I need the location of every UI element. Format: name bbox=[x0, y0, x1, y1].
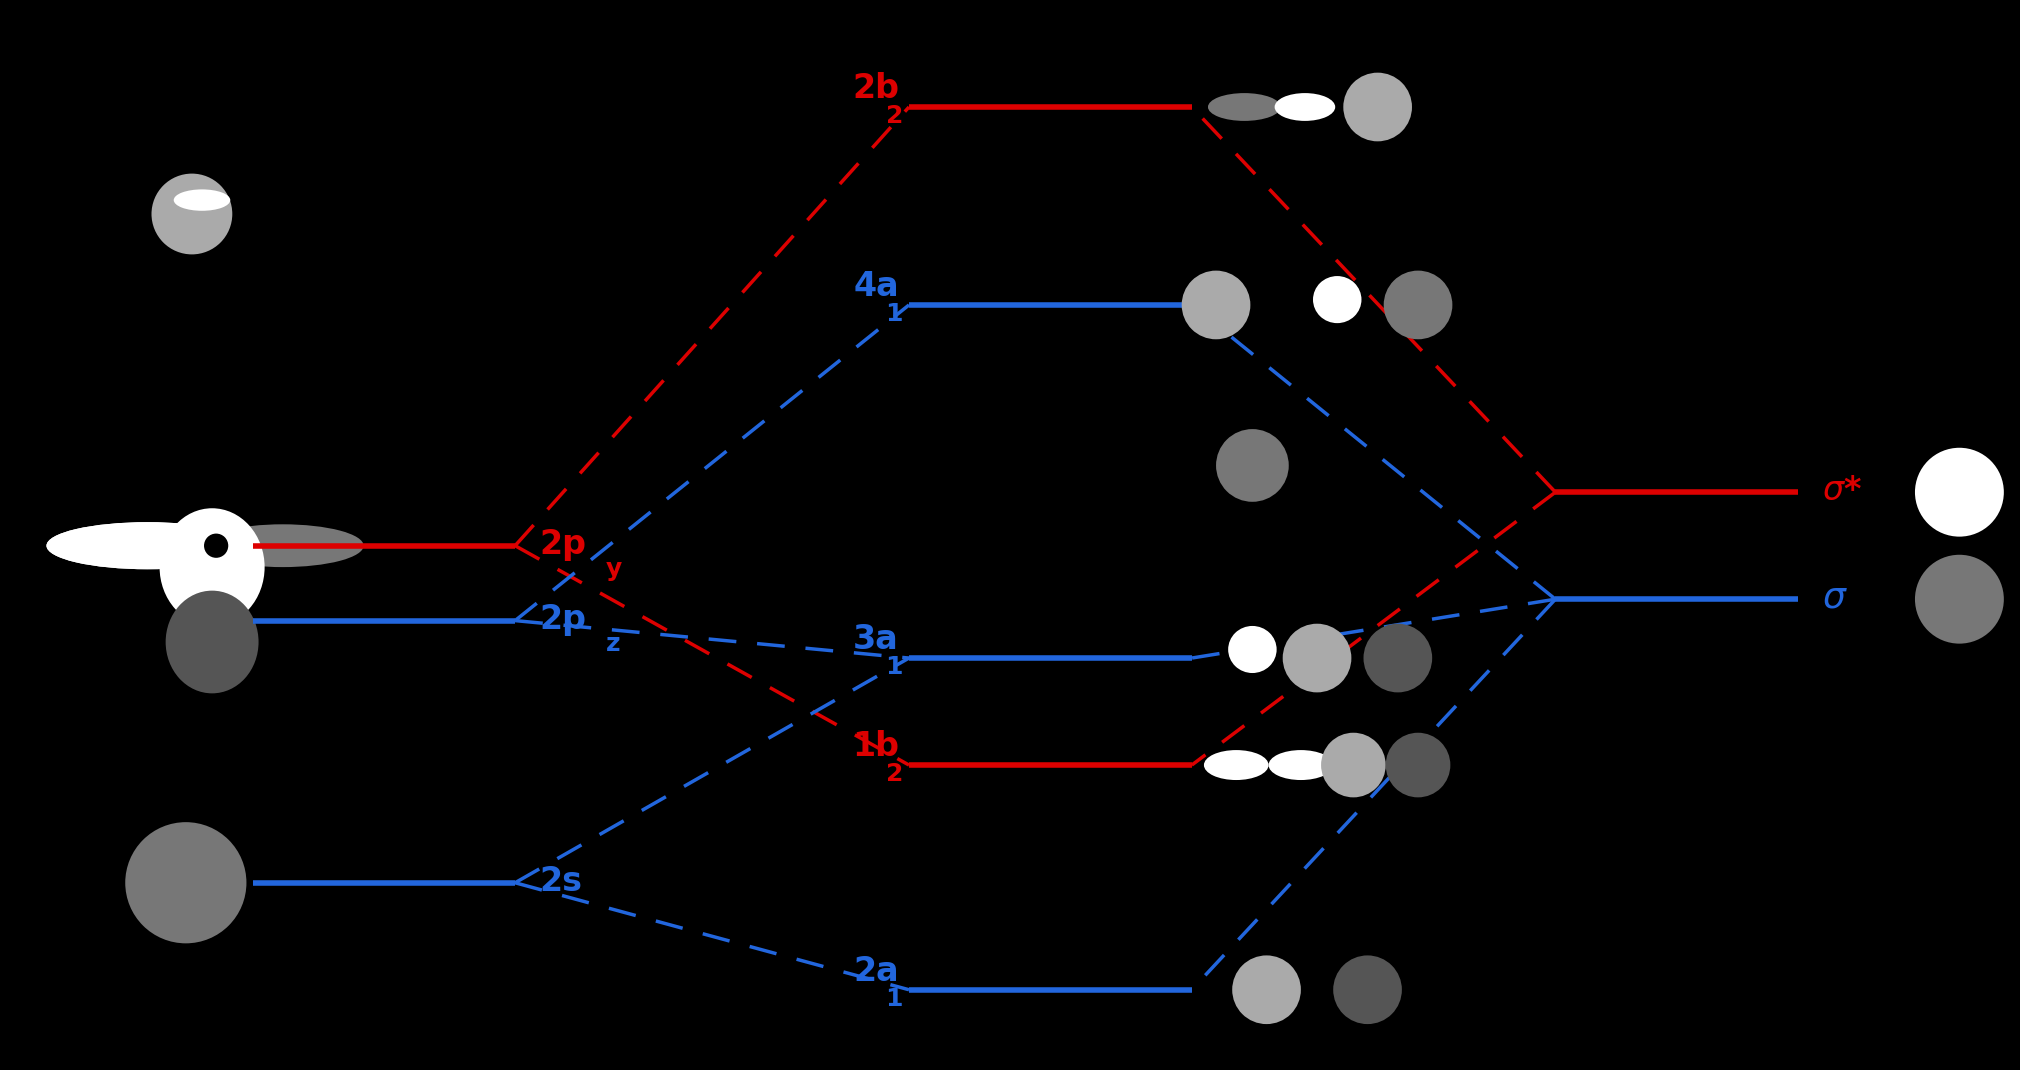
Ellipse shape bbox=[1333, 956, 1402, 1024]
Text: $\sigma$: $\sigma$ bbox=[1822, 580, 1848, 614]
Text: 2s: 2s bbox=[539, 866, 582, 898]
Ellipse shape bbox=[125, 822, 246, 944]
Text: 2a: 2a bbox=[852, 954, 899, 988]
Ellipse shape bbox=[46, 522, 248, 569]
Ellipse shape bbox=[1204, 750, 1269, 780]
Ellipse shape bbox=[1228, 626, 1277, 673]
Text: 2: 2 bbox=[885, 105, 903, 128]
Text: 3a: 3a bbox=[852, 623, 899, 656]
Ellipse shape bbox=[1208, 93, 1281, 121]
Ellipse shape bbox=[174, 189, 230, 211]
Ellipse shape bbox=[166, 591, 259, 693]
Ellipse shape bbox=[202, 524, 364, 567]
Ellipse shape bbox=[1275, 93, 1335, 121]
Text: y: y bbox=[606, 557, 622, 581]
Text: 1b: 1b bbox=[852, 730, 899, 763]
Text: 4a: 4a bbox=[852, 270, 899, 303]
Ellipse shape bbox=[1915, 554, 2004, 644]
Ellipse shape bbox=[1182, 271, 1250, 339]
Text: z: z bbox=[606, 632, 620, 656]
Ellipse shape bbox=[1364, 624, 1432, 692]
Text: 2p: 2p bbox=[539, 529, 586, 561]
Ellipse shape bbox=[1915, 447, 2004, 537]
Text: $\sigma$*: $\sigma$* bbox=[1822, 474, 1862, 506]
Ellipse shape bbox=[1384, 271, 1452, 339]
Ellipse shape bbox=[1313, 276, 1361, 323]
Text: 2: 2 bbox=[885, 763, 903, 786]
Ellipse shape bbox=[1283, 624, 1351, 692]
Text: 2p: 2p bbox=[539, 603, 586, 636]
Ellipse shape bbox=[1269, 750, 1333, 780]
Text: 1: 1 bbox=[885, 988, 903, 1011]
Ellipse shape bbox=[1216, 429, 1289, 502]
Ellipse shape bbox=[204, 534, 228, 557]
Ellipse shape bbox=[1232, 956, 1301, 1024]
Text: 1: 1 bbox=[885, 303, 903, 326]
Ellipse shape bbox=[160, 508, 265, 626]
Text: 1: 1 bbox=[885, 656, 903, 679]
Ellipse shape bbox=[46, 522, 248, 569]
Ellipse shape bbox=[1343, 73, 1412, 141]
Ellipse shape bbox=[1321, 733, 1386, 797]
Text: 2b: 2b bbox=[852, 72, 899, 105]
Ellipse shape bbox=[1386, 733, 1450, 797]
Ellipse shape bbox=[152, 173, 232, 255]
